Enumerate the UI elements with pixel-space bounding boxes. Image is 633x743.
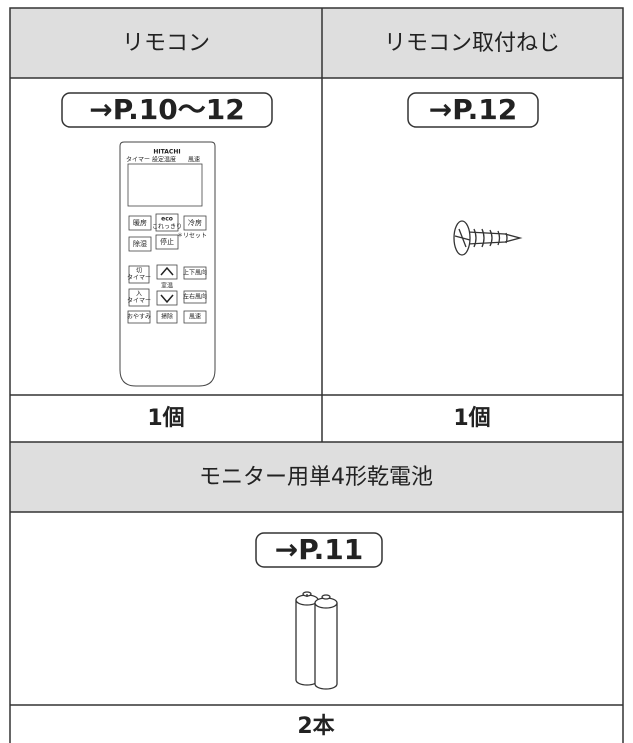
shape	[160, 266, 174, 276]
shape	[127, 163, 203, 207]
screen-label: 設定温度	[152, 156, 176, 164]
shape	[183, 310, 207, 324]
label: 除湿	[133, 239, 147, 248]
label: 切	[136, 268, 142, 275]
brand: HITACHI	[153, 149, 180, 156]
label: タイマー	[127, 274, 151, 282]
screen-label: 風速	[188, 157, 200, 164]
label: 風速	[189, 314, 201, 321]
cell-header: リモコン	[122, 31, 210, 56]
label: 左右風向	[183, 293, 207, 301]
label: 冷房	[188, 218, 202, 227]
page-ref: →P.11	[275, 533, 363, 566]
page-ref-box	[255, 532, 383, 568]
page-ref: →P.10〜12	[89, 93, 244, 126]
shape	[9, 7, 624, 743]
label: 停止	[160, 237, 174, 246]
shape	[156, 264, 178, 280]
quantity: 2本	[297, 714, 334, 739]
shape	[156, 310, 178, 324]
shape	[128, 265, 150, 284]
shape	[160, 294, 174, 304]
quantity: 1個	[147, 406, 184, 431]
label: 暖房	[133, 218, 147, 227]
table-grid	[9, 7, 624, 743]
screen-label: タイマー	[126, 156, 150, 164]
shape	[155, 213, 179, 232]
label: タイマー	[127, 297, 151, 305]
shape	[183, 266, 207, 280]
shape	[314, 603, 338, 690]
shape	[183, 290, 207, 304]
screw-illustration	[453, 220, 523, 256]
remote-illustration: HITACHI タイマー 設定温度 風速 暖房 eco これっきり 冷房 除湿 …	[119, 141, 216, 387]
shape	[128, 215, 152, 231]
page-ref-box	[61, 92, 273, 128]
shape	[321, 594, 331, 600]
cell-header: モニター用単4形乾電池	[199, 465, 433, 490]
cell-header: リモコン取付ねじ	[384, 31, 560, 56]
page-ref-box	[407, 92, 539, 128]
shape	[454, 228, 471, 248]
shape	[128, 288, 150, 307]
shape	[473, 228, 508, 248]
battery-illustration	[295, 591, 338, 690]
label: 上下風向	[183, 269, 207, 277]
shape	[128, 236, 152, 252]
shape	[155, 234, 179, 250]
label: これっきり	[152, 224, 182, 231]
label: 室温	[161, 282, 173, 290]
shape	[183, 215, 207, 231]
label: ＊リセット	[177, 233, 207, 240]
label: 入	[136, 291, 142, 298]
shape	[127, 310, 151, 324]
label: 掃除	[161, 313, 173, 321]
page-ref: →P.12	[429, 93, 517, 126]
shape	[156, 290, 178, 306]
header-fill	[10, 442, 623, 512]
quantity: 1個	[453, 406, 490, 431]
header-fill	[10, 8, 623, 78]
label: おやすみ	[127, 313, 151, 321]
label: eco	[161, 216, 173, 223]
